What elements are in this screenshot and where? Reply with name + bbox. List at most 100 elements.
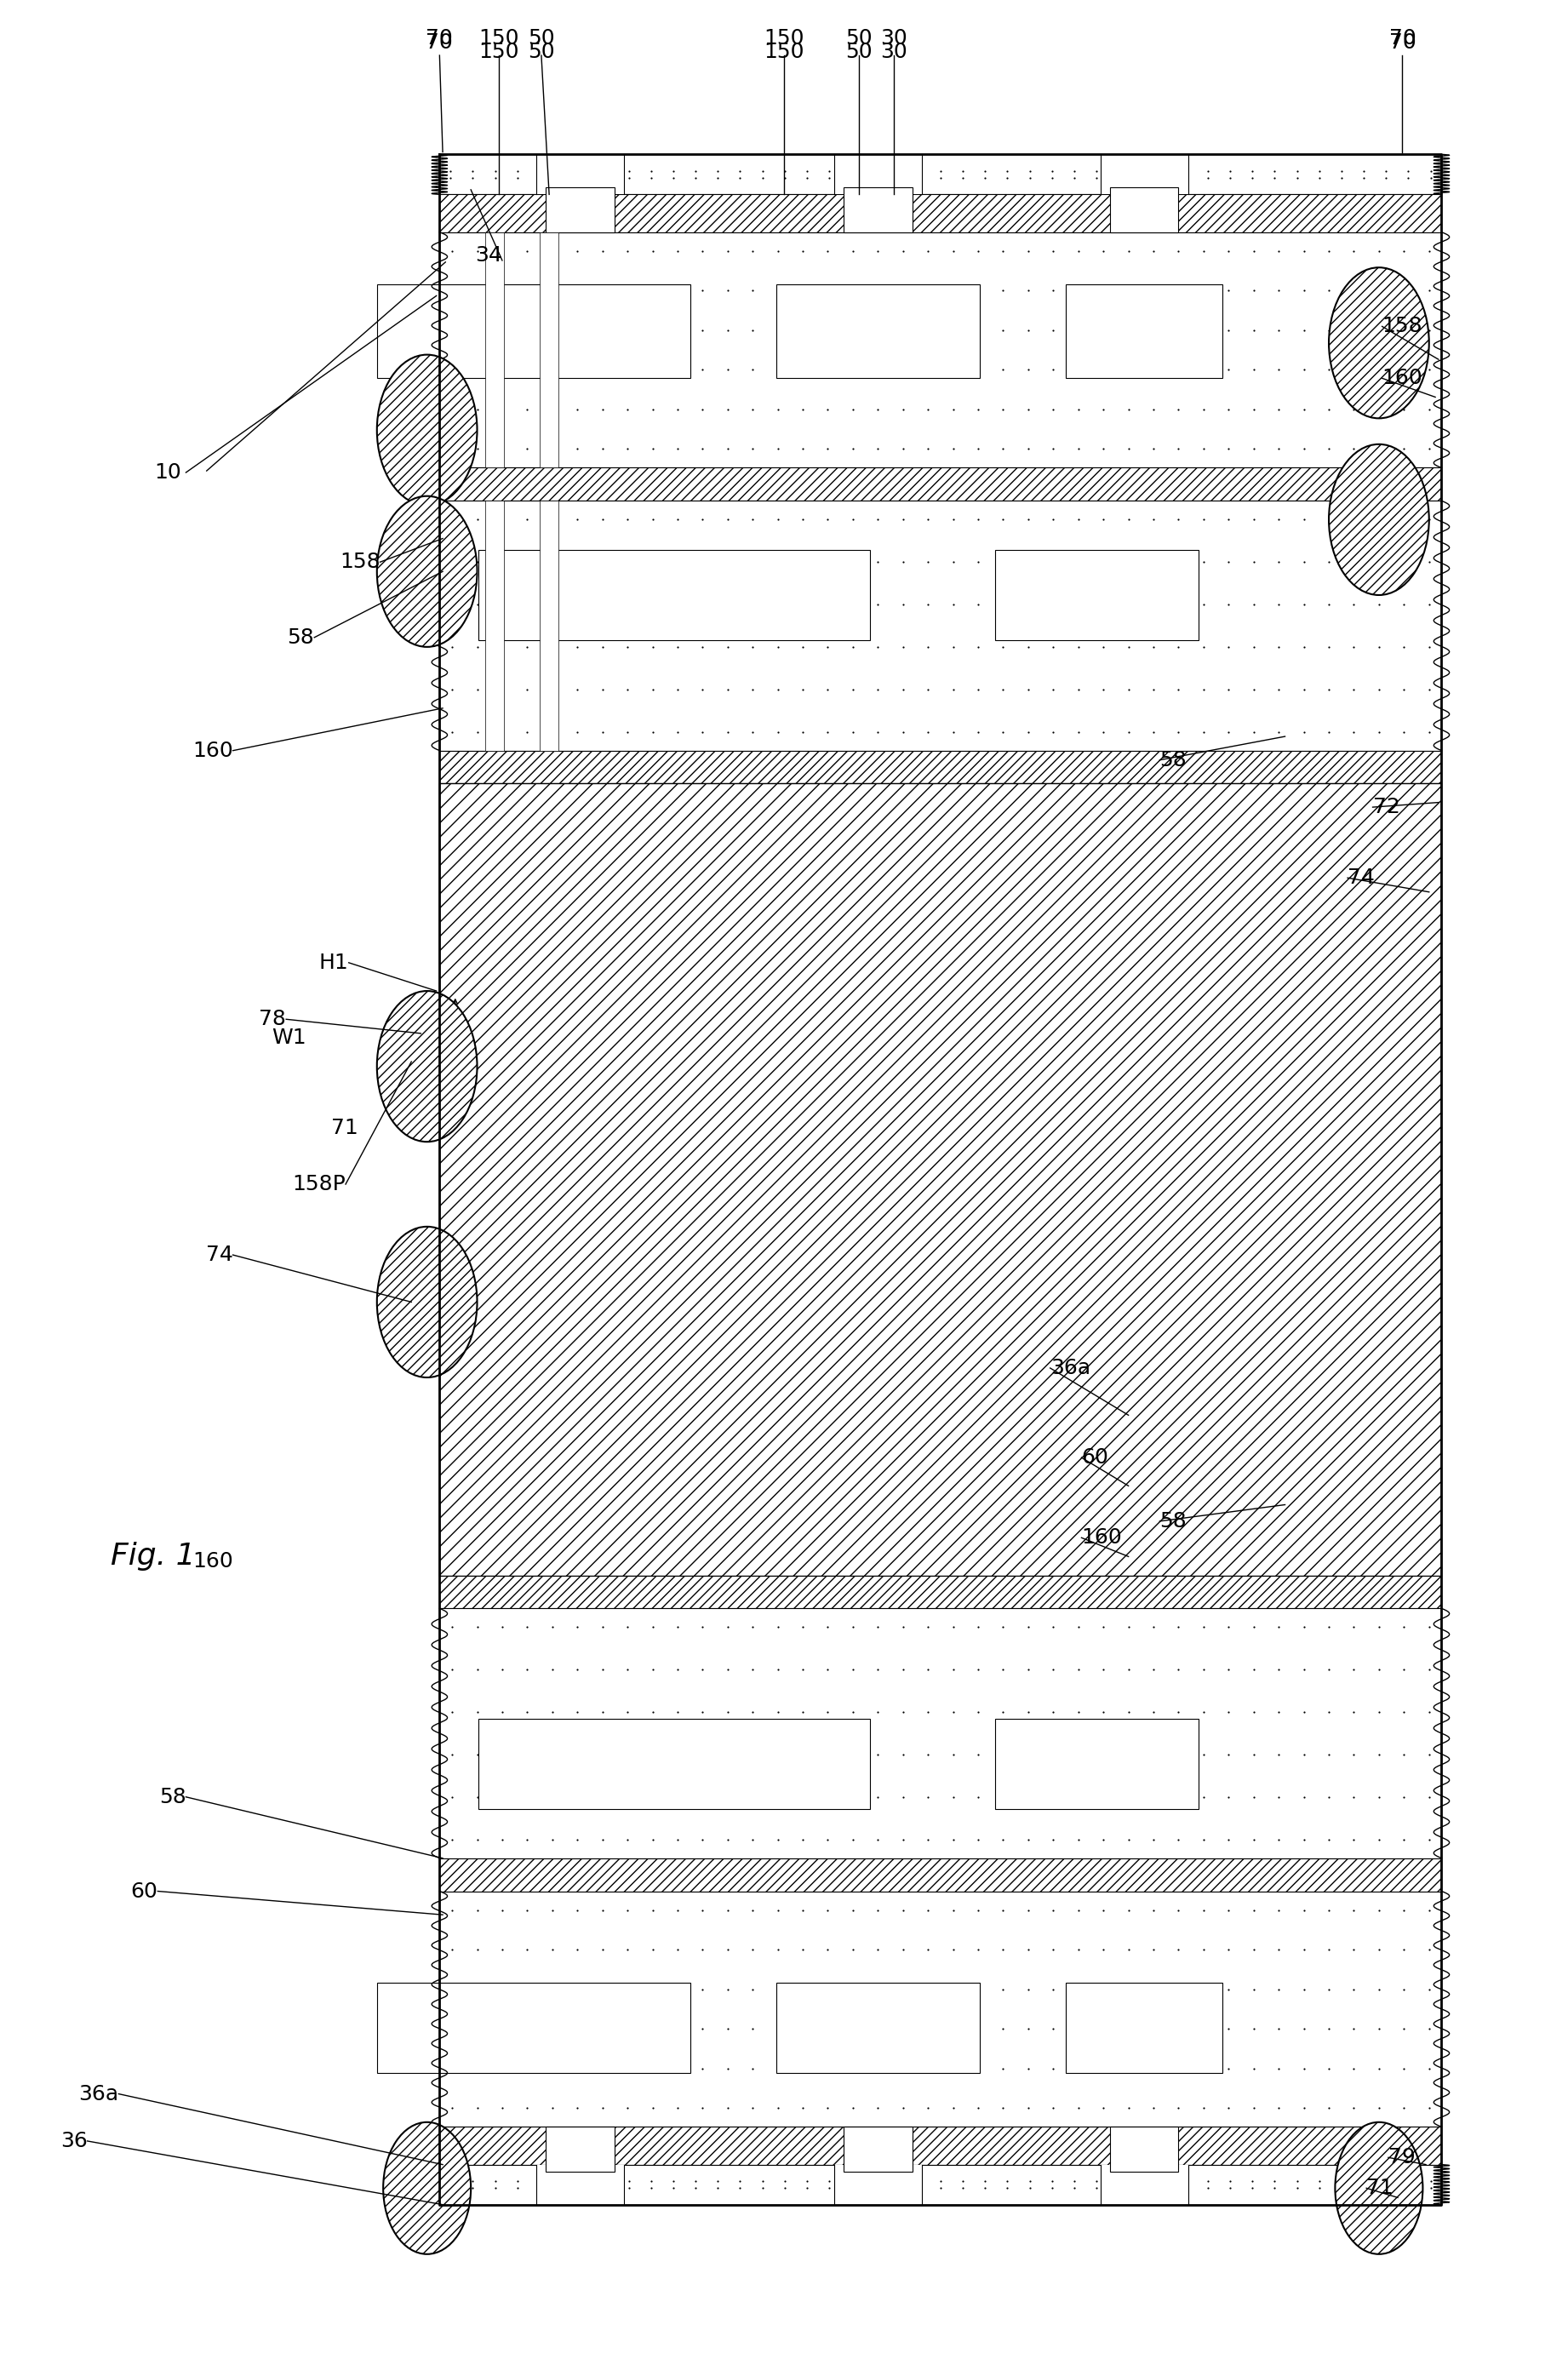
- Point: [706, 2163, 731, 2201]
- Point: [740, 2010, 765, 2048]
- Point: [1167, 2010, 1192, 2048]
- Point: [539, 1821, 564, 1859]
- Point: [489, 585, 514, 623]
- Point: [1341, 627, 1366, 665]
- Point: [840, 627, 866, 665]
- Point: [489, 627, 514, 665]
- Point: [1129, 151, 1154, 189]
- Point: [1242, 627, 1267, 665]
- Point: [590, 1892, 615, 1930]
- Point: [439, 1892, 464, 1930]
- Point: [616, 151, 641, 189]
- Point: [740, 1651, 765, 1689]
- Bar: [439, 1859, 1441, 1892]
- Point: [740, 392, 765, 429]
- Point: [1366, 1651, 1391, 1689]
- Point: [1391, 429, 1416, 467]
- Point: [1391, 1892, 1416, 1930]
- Point: [916, 712, 941, 750]
- Point: [1091, 429, 1116, 467]
- Point: [941, 311, 966, 349]
- Point: [1242, 1970, 1267, 2008]
- Point: [1167, 231, 1192, 269]
- Point: [1018, 158, 1043, 196]
- Point: [1217, 392, 1242, 429]
- Point: [866, 1651, 891, 1689]
- Text: 70: 70: [1389, 28, 1416, 47]
- Point: [1396, 151, 1421, 189]
- Point: [1192, 351, 1217, 389]
- Point: [1062, 151, 1087, 189]
- Point: [1066, 1736, 1091, 1774]
- Point: [489, 1651, 514, 1689]
- Point: [665, 712, 690, 750]
- Point: [941, 231, 966, 269]
- Point: [891, 231, 916, 269]
- Point: [941, 429, 966, 467]
- Point: [640, 500, 665, 538]
- Point: [1240, 2170, 1265, 2208]
- Point: [1316, 2050, 1341, 2088]
- Point: [690, 311, 715, 349]
- Point: [1341, 1821, 1366, 1859]
- Point: [665, 351, 690, 389]
- Point: [1416, 1736, 1441, 1774]
- Point: [1217, 2010, 1242, 2048]
- Point: [916, 271, 941, 309]
- Point: [640, 1970, 665, 2008]
- Point: [590, 1651, 615, 1689]
- Point: [1306, 151, 1331, 189]
- Point: [439, 2010, 464, 2048]
- Point: [941, 670, 966, 708]
- Point: [665, 231, 690, 269]
- Point: [1290, 1821, 1316, 1859]
- Point: [464, 1892, 489, 1930]
- Point: [840, 712, 866, 750]
- Point: [966, 500, 991, 538]
- Text: 79: 79: [1388, 2147, 1416, 2168]
- Text: 71: 71: [1366, 2177, 1394, 2199]
- Point: [941, 1892, 966, 1930]
- Point: [715, 1651, 740, 1689]
- Point: [564, 1651, 590, 1689]
- Point: [1016, 1930, 1041, 1967]
- Point: [790, 2090, 815, 2128]
- Point: [1242, 429, 1267, 467]
- Point: [916, 351, 941, 389]
- Point: [972, 2170, 997, 2208]
- Point: [1341, 670, 1366, 708]
- Point: [1091, 670, 1116, 708]
- Point: [514, 231, 539, 269]
- Point: [790, 500, 815, 538]
- Point: [1217, 712, 1242, 750]
- Point: [1217, 1736, 1242, 1774]
- Point: [1391, 392, 1416, 429]
- Text: 150: 150: [478, 42, 519, 61]
- Point: [1366, 351, 1391, 389]
- Point: [514, 1736, 539, 1774]
- Bar: [1110, 2128, 1179, 2173]
- Point: [750, 2163, 775, 2201]
- Point: [1142, 311, 1167, 349]
- Point: [539, 2090, 564, 2128]
- Point: [564, 271, 590, 309]
- Point: [715, 1736, 740, 1774]
- Point: [991, 712, 1016, 750]
- Point: [815, 543, 840, 580]
- Point: [690, 585, 715, 623]
- Bar: [439, 2128, 1441, 2166]
- Point: [1267, 1779, 1292, 1816]
- Bar: [546, 186, 615, 231]
- Point: [1041, 1970, 1066, 2008]
- Point: [514, 392, 539, 429]
- Point: [1341, 1779, 1366, 1816]
- Point: [615, 543, 640, 580]
- Point: [765, 231, 790, 269]
- Point: [715, 627, 740, 665]
- Point: [966, 429, 991, 467]
- Point: [1192, 712, 1217, 750]
- Circle shape: [1328, 267, 1428, 418]
- Bar: [439, 231, 1441, 467]
- Point: [883, 2170, 908, 2208]
- Point: [1041, 1651, 1066, 1689]
